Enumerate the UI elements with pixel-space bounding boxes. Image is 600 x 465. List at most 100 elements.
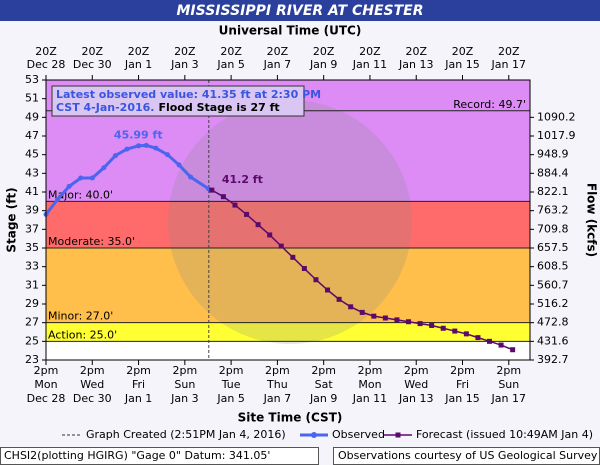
- x-top-tick-date: Dec 30: [73, 58, 112, 71]
- title-bar: [0, 0, 600, 21]
- y-tick-label: 33: [25, 260, 39, 273]
- x-tick-weekday: Fri: [456, 378, 469, 391]
- x-tick-time: 2pm: [126, 364, 151, 377]
- x-tick-weekday: Sun: [174, 378, 195, 391]
- x-tick-date: Jan 17: [491, 392, 526, 405]
- x-tick-weekday: Mon: [34, 378, 57, 391]
- x-top-tick-time: 20Z: [359, 45, 381, 58]
- forecast-point: [440, 325, 446, 331]
- forecast-point: [359, 309, 365, 315]
- y-tick-label: 41: [25, 185, 39, 198]
- x-top-tick-time: 20Z: [174, 45, 196, 58]
- x-tick-date: Jan 15: [444, 392, 479, 405]
- x-tick-date: Jan 11: [352, 392, 387, 405]
- info-line1: Latest observed value: 41.35 ft at 2:30 …: [56, 88, 321, 101]
- forecast-point: [336, 296, 342, 302]
- forecast-point: [232, 202, 238, 208]
- forecast-point: [394, 317, 400, 323]
- info-line2a: CST 4-Jan-2016.: [56, 101, 154, 114]
- y2-tick-label: 431.6: [537, 334, 569, 347]
- x-tick-time: 2pm: [80, 364, 105, 377]
- y2-tick-label: 763.2: [537, 204, 569, 217]
- y-tick-label: 43: [25, 166, 39, 179]
- legend-created: Graph Created (2:51PM Jan 4, 2016): [86, 428, 286, 441]
- forecast-point: [278, 243, 284, 249]
- forecast-point: [244, 211, 250, 217]
- legend-observed-dot: [311, 432, 317, 438]
- annotation: 41.2 ft: [222, 173, 263, 186]
- x-tick-weekday: Sat: [315, 378, 334, 391]
- chart-title: MISSISSIPPI RIVER AT CHESTER: [177, 3, 424, 19]
- y-tick-label: 49: [25, 110, 39, 123]
- legend: Graph Created (2:51PM Jan 4, 2016) Obser…: [62, 428, 593, 441]
- footer-left: CHSI2(plotting HGIRG) "Gage 0" Datum: 34…: [4, 449, 270, 462]
- x-tick-date: Jan 5: [216, 392, 244, 405]
- forecast-point: [452, 328, 458, 334]
- x-tick-weekday: Thu: [266, 378, 288, 391]
- observed-point: [164, 152, 170, 158]
- info-box: [51, 85, 305, 117]
- x-top-tick-date: Jan 7: [263, 58, 291, 71]
- x-tick-time: 2pm: [265, 364, 290, 377]
- x-top-tick-time: 20Z: [82, 45, 104, 58]
- x-top-tick-date: Jan 9: [309, 58, 337, 71]
- flood-band: [46, 201, 530, 248]
- forecast-point: [406, 319, 412, 325]
- forecast-point: [313, 277, 319, 283]
- threshold-label: Minor: 27.0': [48, 310, 113, 323]
- top-axis-label: Universal Time (UTC): [219, 24, 362, 38]
- plot-area: Action: 25.0' Minor: 27.0' Moderate: 35.0'…: [25, 45, 576, 405]
- observed-point: [55, 196, 61, 202]
- y2-tick-label: 608.5: [537, 260, 569, 273]
- x-top-tick-time: 20Z: [267, 45, 289, 58]
- forecast-point: [209, 187, 215, 193]
- y-tick-label: 25: [25, 334, 39, 347]
- y2-tick-label: 472.8: [537, 316, 569, 329]
- y2-tick-label: 1090.2: [537, 110, 576, 123]
- observed-point: [136, 143, 142, 149]
- x-top-tick-date: Jan 5: [216, 58, 244, 71]
- x-tick-weekday: Wed: [404, 378, 428, 391]
- observed-point: [153, 145, 159, 151]
- plot-border: [45, 79, 531, 361]
- y2-tick-label: 560.7: [537, 278, 569, 291]
- forecast-point: [510, 347, 516, 353]
- y-tick-label: 27: [25, 316, 39, 329]
- x-tick-weekday: Fri: [132, 378, 145, 391]
- y-tick-label: 23: [25, 353, 39, 366]
- x-tick-date: Jan 13: [398, 392, 433, 405]
- observed-point: [78, 175, 84, 181]
- forecast-point: [371, 313, 377, 319]
- x-top-tick-date: Jan 15: [444, 58, 479, 71]
- forecast-point: [475, 335, 481, 341]
- x-tick-date: Dec 30: [73, 392, 112, 405]
- x-top-tick-time: 20Z: [35, 45, 57, 58]
- y2-tick-label: 516.2: [537, 297, 569, 310]
- threshold-label: Record: 49.7': [453, 98, 526, 111]
- y-axis-label: Stage (ft): [5, 187, 19, 252]
- forecast-point: [267, 232, 273, 238]
- observed-point: [89, 175, 95, 181]
- info-line2: CST 4-Jan-2016. Flood Stage is 27 ft: [56, 101, 280, 114]
- legend-forecast: Forecast (issued 10:49AM Jan 4): [416, 428, 593, 441]
- x-tick-date: Jan 9: [309, 392, 337, 405]
- x-top-tick-date: Jan 11: [352, 58, 387, 71]
- forecast-point: [429, 322, 435, 328]
- x-tick-time: 2pm: [311, 364, 336, 377]
- x-top-tick-date: Dec 28: [27, 58, 66, 71]
- observed-point: [188, 174, 194, 180]
- y-tick-label: 47: [25, 129, 39, 142]
- x-top-tick-time: 20Z: [452, 45, 474, 58]
- y2-axis-label: Flow (kcfs): [585, 183, 599, 257]
- forecast-point: [325, 287, 331, 293]
- forecast-point: [290, 254, 296, 260]
- x-axis-label: Site Time (CST): [238, 411, 343, 425]
- x-top-tick-time: 20Z: [220, 45, 242, 58]
- x-tick-date: Jan 1: [124, 392, 152, 405]
- y-tick-label: 29: [25, 297, 39, 310]
- forecast-point: [255, 222, 261, 228]
- x-top-tick-time: 20Z: [128, 45, 150, 58]
- y-tick-label: 51: [25, 92, 39, 105]
- x-top-tick-date: Jan 17: [491, 58, 526, 71]
